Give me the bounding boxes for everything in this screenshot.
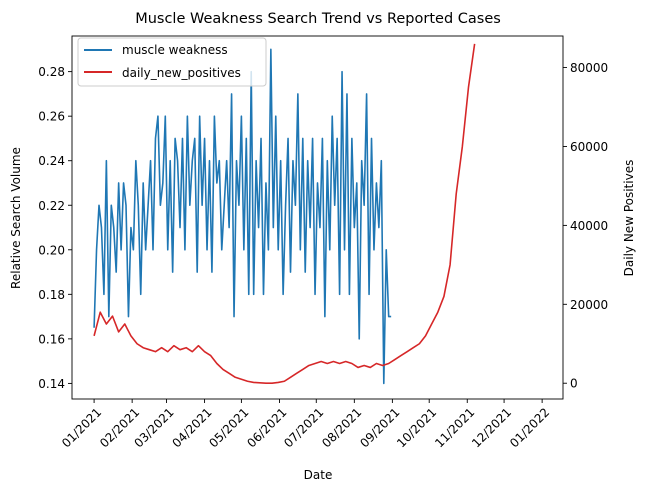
y-axis-right-title: Daily New Positives (622, 160, 636, 277)
y-axis-right: 0 20000 40000 60000 80000 (563, 61, 608, 391)
series-line-muscle-weakness (93, 48, 392, 385)
legend-label-muscle-weakness: muscle weakness (122, 43, 228, 57)
plot-frame (71, 35, 564, 400)
y-left-tick-label: 0.16 (38, 332, 65, 346)
legend-label-daily-new-positives: daily_new_positives (122, 66, 241, 80)
y-left-tick-label: 0.28 (38, 65, 65, 79)
y-left-tick-label: 0.20 (38, 243, 65, 257)
chart-title: Muscle Weakness Search Trend vs Reported… (135, 11, 501, 27)
y-left-tick-label: 0.14 (38, 377, 65, 391)
y-right-tick-label: 0 (570, 377, 578, 391)
y-right-tick-label: 40000 (570, 219, 608, 233)
y-left-tick-label: 0.26 (38, 110, 65, 124)
y-right-tick-label: 80000 (570, 61, 608, 75)
legend-box (77, 37, 267, 87)
y-left-tick-label: 0.22 (38, 199, 65, 213)
legend: muscle weakness daily_new_positives (77, 37, 267, 87)
y-left-tick-label: 0.24 (38, 154, 65, 168)
y-axis-left: 0.14 0.16 0.18 0.20 0.22 0.24 0.26 0.28 (38, 65, 72, 391)
y-right-tick-label: 20000 (570, 298, 608, 312)
x-axis-title: Date (304, 468, 333, 482)
y-left-tick-label: 0.18 (38, 288, 65, 302)
y-right-tick-label: 60000 (570, 140, 608, 154)
series-line-daily-new-positives (93, 43, 476, 385)
y-axis-left-title: Relative Search Volume (9, 147, 23, 289)
